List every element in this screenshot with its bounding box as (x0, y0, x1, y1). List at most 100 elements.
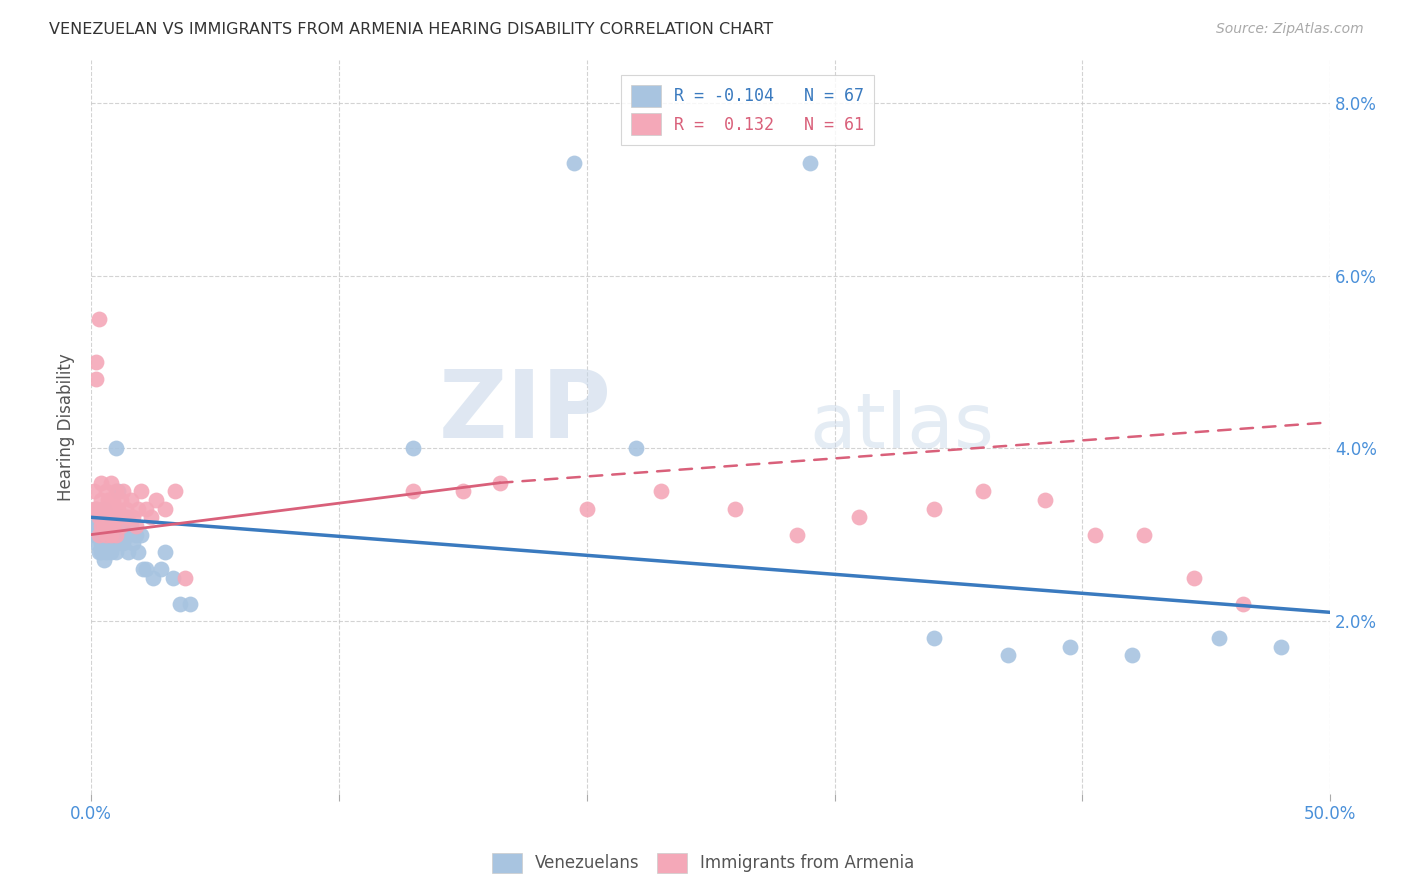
Point (129, 527, 152, 541)
Point (100, 527, 122, 541)
Point (90, 519, 112, 533)
Point (1182, 571, 1205, 585)
Point (84, 355, 107, 369)
Point (115, 501, 138, 516)
Point (104, 527, 127, 541)
Point (97, 519, 120, 533)
Point (100, 519, 122, 533)
Point (1121, 648, 1143, 663)
Point (94, 536, 117, 550)
Point (84, 501, 107, 516)
Point (139, 510, 162, 524)
Point (110, 510, 132, 524)
Point (451, 484, 474, 499)
Point (84, 519, 107, 533)
Point (103, 536, 125, 550)
Point (125, 527, 148, 541)
Point (997, 648, 1019, 663)
Point (90, 536, 112, 550)
Point (117, 545, 139, 559)
Point (104, 510, 127, 524)
Point (149, 562, 172, 576)
Point (104, 545, 127, 559)
Point (112, 536, 135, 550)
Point (135, 562, 157, 576)
Point (97, 501, 120, 516)
Point (1232, 597, 1254, 611)
Point (127, 545, 149, 559)
Point (145, 493, 167, 508)
Point (107, 501, 129, 516)
Point (93, 510, 115, 524)
Point (83, 484, 105, 499)
Point (162, 571, 184, 585)
Point (93, 501, 115, 516)
Point (1208, 631, 1230, 645)
Point (724, 501, 747, 516)
Point (489, 475, 512, 490)
Point (972, 484, 994, 499)
Point (84, 536, 107, 550)
Point (104, 441, 127, 455)
Point (104, 484, 127, 499)
Point (107, 536, 129, 550)
Point (650, 484, 672, 499)
Point (120, 519, 142, 533)
Point (84, 372, 107, 386)
Point (1033, 493, 1056, 508)
Point (1270, 640, 1292, 654)
Point (97, 536, 120, 550)
Point (87, 527, 110, 541)
Point (87, 519, 110, 533)
Point (97, 527, 120, 541)
Point (93, 519, 115, 533)
Point (90, 519, 112, 533)
Point (97, 493, 120, 508)
Point (94, 545, 117, 559)
Point (94, 510, 117, 524)
Point (93, 519, 115, 533)
Legend: R = -0.104   N = 67, R =  0.132   N = 61: R = -0.104 N = 67, R = 0.132 N = 61 (621, 75, 875, 145)
Point (142, 571, 165, 585)
Point (129, 484, 152, 499)
Point (87, 510, 110, 524)
Point (1084, 527, 1107, 541)
Point (93, 553, 115, 567)
Point (90, 493, 112, 508)
Point (626, 441, 648, 455)
Point (87, 527, 110, 541)
Point (100, 527, 122, 541)
Legend: Venezuelans, Immigrants from Armenia: Venezuelans, Immigrants from Armenia (485, 847, 921, 880)
Point (83, 527, 105, 541)
Point (562, 156, 585, 170)
Text: Source: ZipAtlas.com: Source: ZipAtlas.com (1216, 22, 1364, 37)
Point (127, 501, 149, 516)
Point (94, 527, 117, 541)
Point (87, 311, 110, 326)
Point (575, 501, 598, 516)
Point (103, 519, 125, 533)
Point (799, 156, 821, 170)
Text: ZIP: ZIP (439, 366, 612, 458)
Point (83, 519, 105, 533)
Point (87, 510, 110, 524)
Point (83, 501, 105, 516)
Point (155, 501, 177, 516)
Point (122, 536, 145, 550)
Point (103, 519, 125, 533)
Point (93, 527, 115, 541)
Point (922, 631, 945, 645)
Point (169, 597, 191, 611)
Point (100, 501, 122, 516)
Point (1059, 640, 1081, 654)
Point (107, 484, 129, 499)
Point (93, 501, 115, 516)
Point (165, 484, 187, 499)
Point (112, 484, 135, 499)
Y-axis label: Hearing Disability: Hearing Disability (58, 352, 75, 500)
Point (90, 527, 112, 541)
Point (103, 527, 125, 541)
Point (115, 510, 138, 524)
Point (100, 545, 122, 559)
Point (110, 527, 132, 541)
